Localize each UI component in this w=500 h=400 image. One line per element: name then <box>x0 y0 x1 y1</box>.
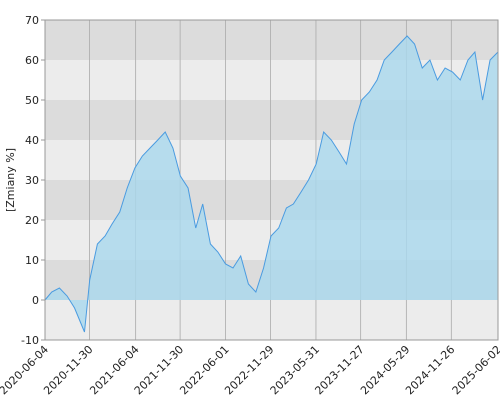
y-axis-label: [Zmiany %] <box>4 148 17 212</box>
y-tick-label: 0 <box>32 294 39 307</box>
area <box>45 36 498 332</box>
y-tick-label: 30 <box>25 174 39 187</box>
y-tick-label: 70 <box>25 14 39 27</box>
band <box>45 20 498 60</box>
x-tick-label: 2025-06-02 <box>450 343 500 397</box>
line <box>44 35 499 333</box>
y-tick-label: 10 <box>25 254 39 267</box>
y-tick-label: 50 <box>25 94 39 107</box>
y-tick-label: 20 <box>25 214 39 227</box>
band <box>45 300 498 340</box>
plot-border <box>44 19 499 341</box>
y-tick-label: 60 <box>25 54 39 67</box>
y-tick-label: 40 <box>25 134 39 147</box>
y-tick-label: -10 <box>21 334 39 347</box>
